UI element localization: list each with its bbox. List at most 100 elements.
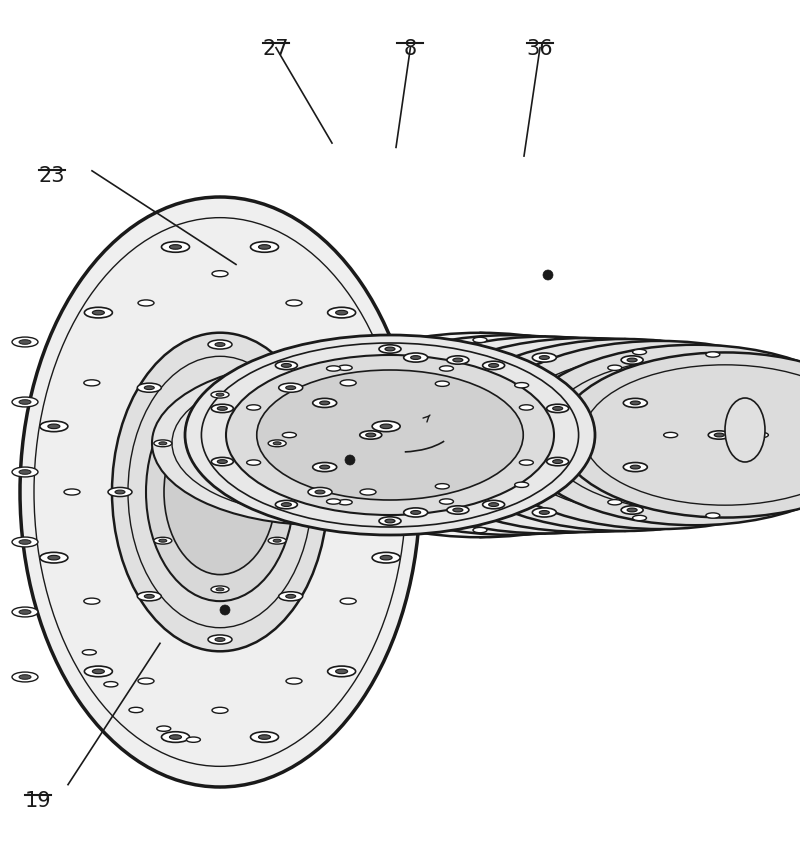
Ellipse shape	[154, 538, 172, 544]
Ellipse shape	[92, 310, 104, 315]
Ellipse shape	[257, 370, 523, 500]
Ellipse shape	[380, 424, 392, 428]
Ellipse shape	[216, 393, 224, 396]
Ellipse shape	[340, 598, 356, 604]
Ellipse shape	[404, 353, 428, 362]
Ellipse shape	[514, 382, 529, 388]
Ellipse shape	[19, 675, 31, 679]
Ellipse shape	[218, 407, 227, 410]
Ellipse shape	[92, 669, 104, 674]
Text: 23: 23	[38, 166, 66, 186]
Ellipse shape	[714, 434, 724, 437]
Ellipse shape	[539, 355, 550, 360]
Ellipse shape	[282, 503, 291, 506]
Ellipse shape	[40, 421, 68, 432]
Ellipse shape	[12, 337, 38, 347]
Ellipse shape	[706, 352, 720, 357]
Ellipse shape	[546, 404, 569, 413]
Ellipse shape	[338, 499, 352, 505]
Ellipse shape	[12, 537, 38, 547]
Ellipse shape	[12, 467, 38, 477]
Ellipse shape	[64, 489, 80, 495]
Ellipse shape	[112, 333, 328, 651]
Ellipse shape	[623, 462, 647, 472]
Ellipse shape	[82, 649, 96, 655]
Ellipse shape	[48, 424, 60, 428]
Ellipse shape	[360, 489, 376, 495]
Ellipse shape	[519, 405, 534, 410]
Ellipse shape	[40, 552, 68, 563]
Ellipse shape	[519, 460, 534, 466]
Ellipse shape	[345, 455, 355, 465]
Ellipse shape	[19, 470, 31, 474]
Ellipse shape	[84, 598, 100, 604]
Ellipse shape	[410, 355, 421, 360]
Ellipse shape	[434, 339, 800, 531]
Ellipse shape	[453, 358, 463, 362]
Ellipse shape	[215, 342, 225, 347]
Ellipse shape	[84, 666, 112, 677]
Ellipse shape	[393, 338, 777, 532]
Ellipse shape	[48, 556, 60, 560]
Ellipse shape	[144, 595, 154, 598]
Ellipse shape	[410, 511, 421, 514]
Ellipse shape	[366, 434, 376, 437]
Ellipse shape	[278, 383, 302, 392]
Ellipse shape	[439, 366, 454, 371]
Ellipse shape	[447, 505, 469, 514]
Ellipse shape	[546, 458, 569, 466]
Ellipse shape	[326, 366, 341, 371]
Ellipse shape	[216, 588, 224, 591]
Ellipse shape	[278, 592, 302, 601]
Ellipse shape	[474, 341, 800, 529]
Ellipse shape	[328, 666, 356, 677]
Ellipse shape	[12, 397, 38, 407]
Ellipse shape	[12, 607, 38, 617]
Ellipse shape	[162, 242, 190, 252]
Ellipse shape	[185, 335, 595, 535]
Ellipse shape	[146, 383, 294, 601]
Ellipse shape	[164, 409, 276, 575]
Ellipse shape	[115, 490, 125, 494]
Ellipse shape	[558, 353, 800, 518]
Ellipse shape	[19, 340, 31, 344]
Ellipse shape	[627, 358, 637, 362]
Ellipse shape	[211, 586, 229, 593]
Ellipse shape	[447, 355, 469, 364]
Ellipse shape	[630, 466, 640, 469]
Ellipse shape	[326, 499, 341, 505]
Ellipse shape	[623, 398, 647, 407]
Ellipse shape	[725, 398, 765, 462]
Ellipse shape	[104, 681, 118, 687]
Ellipse shape	[84, 307, 112, 318]
Ellipse shape	[170, 244, 182, 249]
Ellipse shape	[157, 726, 170, 731]
Ellipse shape	[258, 244, 270, 249]
Ellipse shape	[633, 349, 646, 355]
Ellipse shape	[404, 508, 428, 517]
Ellipse shape	[328, 307, 356, 318]
Ellipse shape	[308, 487, 332, 497]
Ellipse shape	[482, 362, 505, 369]
Ellipse shape	[627, 508, 637, 512]
Ellipse shape	[273, 539, 281, 542]
Ellipse shape	[489, 363, 498, 368]
Ellipse shape	[19, 400, 31, 404]
Ellipse shape	[286, 300, 302, 306]
Ellipse shape	[286, 678, 302, 684]
Ellipse shape	[211, 391, 229, 398]
Ellipse shape	[250, 732, 278, 742]
Ellipse shape	[154, 440, 172, 447]
Ellipse shape	[360, 431, 382, 440]
Ellipse shape	[553, 407, 562, 410]
Ellipse shape	[211, 404, 234, 413]
Ellipse shape	[539, 511, 550, 514]
Ellipse shape	[211, 458, 234, 466]
Ellipse shape	[212, 707, 228, 714]
Ellipse shape	[338, 365, 352, 370]
Ellipse shape	[282, 363, 291, 368]
Ellipse shape	[453, 508, 463, 512]
Ellipse shape	[532, 508, 556, 517]
Ellipse shape	[286, 595, 296, 598]
Ellipse shape	[186, 737, 201, 742]
